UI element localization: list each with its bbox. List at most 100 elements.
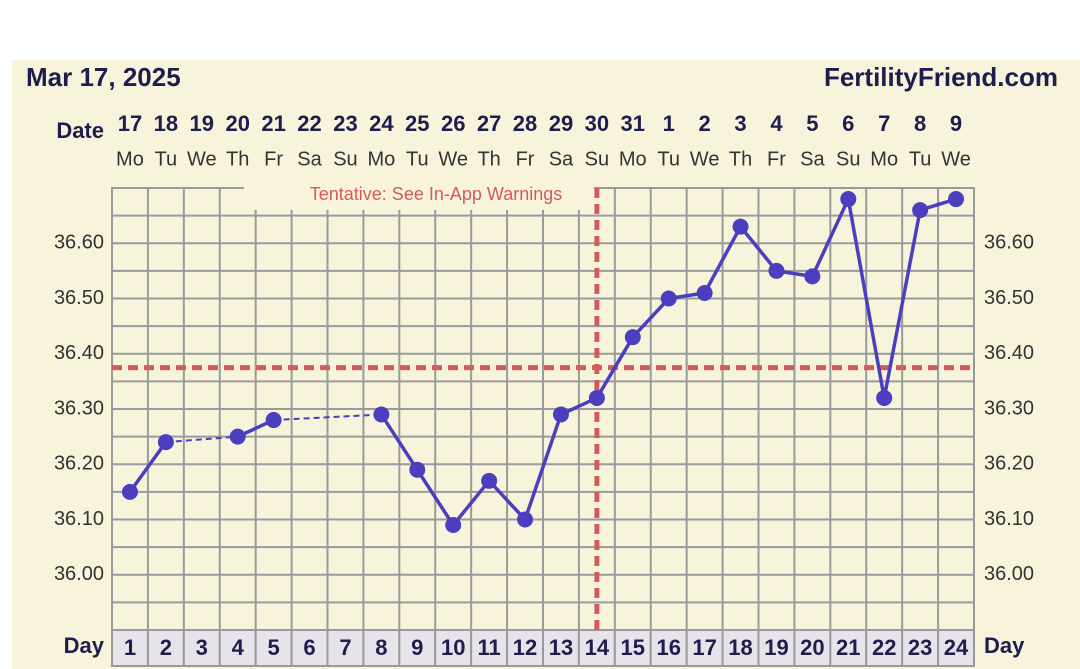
temperature-point — [229, 428, 246, 445]
temperature-point — [696, 284, 713, 301]
date-label: 9 — [950, 111, 962, 136]
day-cell — [398, 629, 437, 667]
day-cell — [721, 629, 760, 667]
date-label: 7 — [878, 111, 890, 136]
y-tick-label: 36.40 — [54, 342, 104, 364]
weekday-label: Tu — [657, 148, 680, 170]
y-tick-label: 36.50 — [54, 287, 104, 309]
day-number: 22 — [872, 635, 896, 660]
y-tick-label-right: 36.40 — [984, 342, 1034, 364]
day-number: 23 — [908, 635, 932, 660]
day-label: Day — [64, 633, 105, 658]
date-label: 20 — [225, 111, 249, 136]
weekday-label: Sa — [549, 148, 574, 170]
temperature-point — [265, 412, 282, 429]
date-label: 29 — [549, 111, 573, 136]
day-label: Day — [984, 633, 1025, 658]
temperature-point — [552, 406, 569, 423]
temperature-point — [876, 389, 893, 406]
date-label: 27 — [477, 111, 501, 136]
weekday-label: Th — [729, 148, 752, 170]
temperature-point — [409, 461, 426, 478]
temperature-point — [517, 511, 534, 528]
date-label: 24 — [369, 111, 394, 136]
weekday-label: Mo — [870, 148, 898, 170]
temperature-point — [732, 218, 749, 235]
temperature-point — [804, 268, 821, 285]
weekday-label: Fr — [767, 148, 786, 170]
day-number: 12 — [513, 635, 537, 660]
y-tick-label: 36.30 — [54, 397, 104, 419]
day-number: 16 — [656, 635, 680, 660]
y-tick-label: 36.10 — [54, 508, 104, 530]
gap-connector — [165, 435, 238, 444]
annotation-bg — [244, 182, 594, 210]
day-cell — [362, 629, 401, 667]
weekday-label: Mo — [367, 148, 395, 170]
weekday-label: Sa — [297, 148, 322, 170]
y-tick-label-right: 36.00 — [984, 563, 1034, 585]
day-cell — [506, 629, 545, 667]
day-number: 15 — [621, 635, 645, 660]
y-tick-label: 36.20 — [54, 453, 104, 475]
day-number: 21 — [836, 635, 860, 660]
date-label: 30 — [585, 111, 609, 136]
temperature-point — [157, 434, 174, 451]
date-label: 5 — [806, 111, 818, 136]
temperature-point — [588, 389, 605, 406]
day-cell — [757, 629, 796, 667]
day-cell — [111, 629, 149, 667]
date-label: 2 — [699, 111, 711, 136]
weekday-label: Fr — [516, 148, 535, 170]
day-number: 17 — [692, 635, 716, 660]
date-label: 4 — [770, 111, 783, 136]
temperature-point — [660, 290, 677, 307]
temperature-point — [373, 406, 390, 423]
weekday-label: Tu — [155, 148, 178, 170]
weekday-label: We — [690, 148, 720, 170]
temperature-point — [948, 191, 965, 208]
day-number: 2 — [160, 635, 172, 660]
date-label: 17 — [118, 111, 142, 136]
weekday-label: We — [187, 148, 217, 170]
day-number: 18 — [728, 635, 752, 660]
date-label: 8 — [914, 111, 926, 136]
day-number: 10 — [441, 635, 465, 660]
date-label: 22 — [297, 111, 321, 136]
day-cell — [937, 629, 975, 667]
date-label: 21 — [261, 111, 285, 136]
day-number: 11 — [477, 635, 500, 660]
day-cell — [793, 629, 832, 667]
temperature-point — [481, 472, 498, 489]
day-cell — [685, 629, 724, 667]
weekday-label: Mo — [116, 148, 144, 170]
day-number: 24 — [944, 635, 969, 660]
day-cell — [613, 629, 652, 667]
y-tick-label-right: 36.30 — [984, 397, 1034, 419]
date-label: 23 — [333, 111, 357, 136]
day-number: 6 — [303, 635, 315, 660]
date-label: 1 — [663, 111, 675, 136]
weekday-label: Tu — [909, 148, 932, 170]
date-label: 26 — [441, 111, 465, 136]
date-label: 25 — [405, 111, 429, 136]
day-number: 20 — [800, 635, 824, 660]
temperature-point — [768, 262, 785, 279]
weekday-label: Mo — [619, 148, 647, 170]
date-label: 3 — [734, 111, 746, 136]
y-tick-label-right: 36.60 — [984, 232, 1034, 254]
day-cell — [182, 629, 221, 667]
annotation: Tentative: See In-App Warnings — [310, 184, 562, 204]
day-number: 5 — [268, 635, 280, 660]
temperature-point — [840, 191, 857, 208]
temperature-point — [912, 202, 929, 219]
day-number: 13 — [549, 635, 573, 660]
day-cell — [146, 629, 185, 667]
day-number: 7 — [339, 635, 351, 660]
date-label: 6 — [842, 111, 854, 136]
date-label: Date — [56, 118, 104, 143]
weekday-label: We — [438, 148, 468, 170]
weekday-label: Sa — [800, 148, 825, 170]
